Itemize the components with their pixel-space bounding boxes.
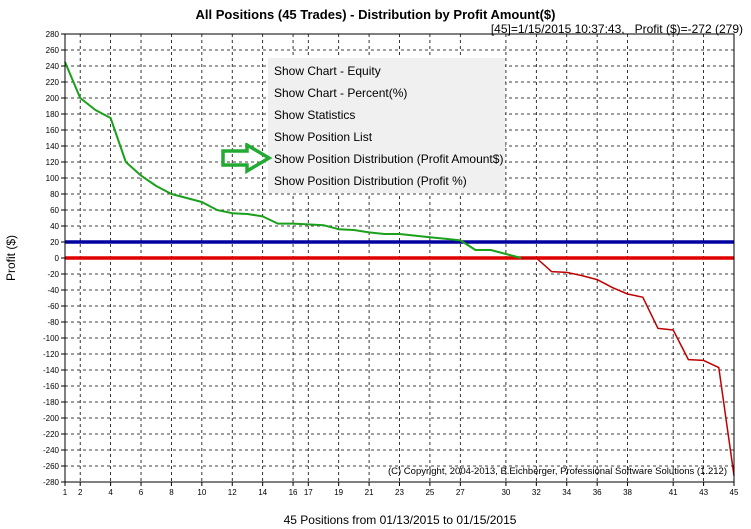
- menu-item-show-statistics[interactable]: Show Statistics: [274, 108, 356, 122]
- plot-frame: [64, 33, 735, 483]
- x-tick-label: 14: [258, 488, 267, 497]
- y-tick-label: -160: [43, 382, 60, 391]
- y-tick-label: 280: [46, 30, 60, 39]
- arrow-pointer-icon: [221, 143, 273, 175]
- y-tick-label: -20: [47, 270, 59, 279]
- x-tick-label: 8: [169, 488, 174, 497]
- menu-item-show-distribution-amount[interactable]: Show Position Distribution (Profit Amoun…: [274, 152, 504, 166]
- x-tick-label: 38: [623, 488, 632, 497]
- y-tick-label: -280: [43, 478, 60, 487]
- y-tick-label: 240: [46, 62, 60, 71]
- y-tick-label: 60: [50, 206, 59, 215]
- y-tick-label: -100: [43, 334, 60, 343]
- x-tick-label: 41: [669, 488, 678, 497]
- x-tick-label: 6: [139, 488, 144, 497]
- y-tick-label: -120: [43, 350, 60, 359]
- y-tick-label: -80: [47, 318, 59, 327]
- y-axis-label: Profit ($): [4, 235, 18, 281]
- y-tick-label: 200: [46, 94, 60, 103]
- x-tick-label: 10: [197, 488, 206, 497]
- x-tick-label: 43: [699, 488, 708, 497]
- x-tick-label: 34: [562, 488, 571, 497]
- y-tick-label: -140: [43, 366, 60, 375]
- copyright-annotation: (C) Copyright, 2004-2013, B.Eichberger, …: [388, 466, 727, 477]
- position-info: [45]=1/15/2015 10:37:43, Profit ($)=-272…: [490, 22, 743, 36]
- y-tick-label: -180: [43, 398, 60, 407]
- chart-title: All Positions (45 Trades) - Distribution…: [195, 7, 556, 22]
- x-tick-label: 17: [304, 488, 313, 497]
- menu-item-show-distribution-percent[interactable]: Show Position Distribution (Profit %): [274, 174, 467, 188]
- x-tick-label: 30: [501, 488, 510, 497]
- x-tick-label: 16: [289, 488, 298, 497]
- x-tick-label: 4: [108, 488, 113, 497]
- y-tick-label: 160: [46, 126, 60, 135]
- y-tick-label: -60: [47, 302, 59, 311]
- y-tick-label: 120: [46, 158, 60, 167]
- y-tick-label: 80: [50, 190, 59, 199]
- menu-item-show-chart-equity[interactable]: Show Chart - Equity: [274, 64, 381, 78]
- x-tick-label: 21: [365, 488, 374, 497]
- x-tick-label: 25: [425, 488, 434, 497]
- y-tick-label: 180: [46, 110, 60, 119]
- y-tick-label: 40: [50, 222, 59, 231]
- x-tick-label: 19: [334, 488, 343, 497]
- menu-item-show-chart-percent[interactable]: Show Chart - Percent(%): [274, 86, 408, 100]
- y-tick-label: 220: [46, 78, 60, 87]
- x-axis-label: 45 Positions from 01/13/2015 to 01/15/20…: [284, 513, 517, 527]
- y-tick-label: 100: [46, 174, 60, 183]
- y-tick-label: -40: [47, 286, 59, 295]
- y-tick-label: -220: [43, 430, 60, 439]
- y-tick-label: -260: [43, 462, 60, 471]
- profit-series-line: [64, 61, 522, 259]
- context-menu: Show Chart - Equity Show Chart - Percent…: [268, 58, 505, 193]
- y-tick-label: 20: [50, 238, 59, 247]
- x-tick-label: 12: [228, 488, 237, 497]
- x-tick-label: 32: [532, 488, 541, 497]
- loss-series-line: [521, 257, 735, 476]
- x-tick-label: 36: [593, 488, 602, 497]
- menu-item-show-position-list[interactable]: Show Position List: [274, 130, 373, 144]
- y-tick-label: -200: [43, 414, 60, 423]
- y-tick-label: 260: [46, 46, 60, 55]
- y-tick-label: 0: [55, 254, 60, 263]
- x-tick-label: 23: [395, 488, 404, 497]
- y-tick-label: 140: [46, 142, 60, 151]
- x-tick-label: 45: [730, 488, 739, 497]
- x-tick-label: 27: [456, 488, 465, 497]
- x-tick-label: 1: [63, 488, 68, 497]
- x-tick-label: 2: [78, 488, 83, 497]
- y-tick-label: -240: [43, 446, 60, 455]
